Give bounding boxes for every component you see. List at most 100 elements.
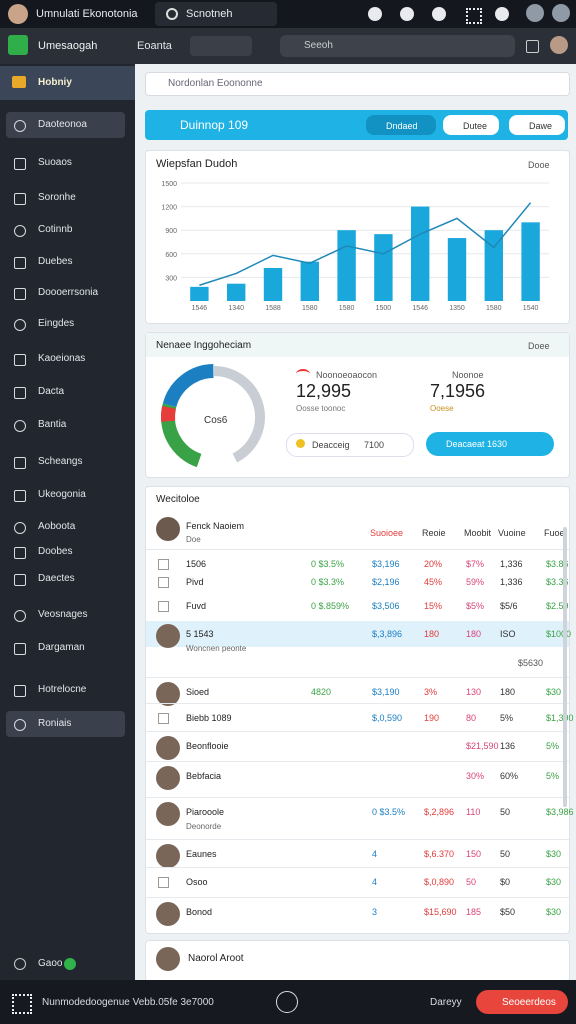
row-checkbox[interactable] (158, 713, 169, 724)
column-header[interactable]: Fuoe (544, 528, 565, 538)
nav-icon (14, 257, 26, 269)
action-button[interactable] (426, 432, 554, 456)
nav-item[interactable]: Doooerrsonia (38, 287, 99, 298)
row-cell: 150 (466, 849, 482, 859)
windows-icon[interactable] (12, 994, 32, 1014)
nav-item[interactable]: Roniais (38, 718, 72, 729)
toolbar-avatar[interactable] (550, 36, 568, 54)
column-header[interactable]: Suoioee (370, 528, 404, 538)
row-divider (146, 897, 569, 898)
dropdown[interactable] (190, 36, 252, 56)
banner-button-label[interactable]: Dawe (529, 121, 553, 131)
row-cell: $,3,896 (372, 629, 403, 639)
nav-item[interactable]: Kaoeionas (38, 353, 86, 364)
pill-value[interactable]: 7100 (364, 440, 385, 450)
bottom-button-label[interactable]: Seoeerdeos (502, 997, 556, 1008)
column-header[interactable]: Reoie (422, 528, 446, 538)
action-button-label[interactable]: Deacaeat 1630 (446, 439, 508, 449)
power-icon[interactable] (276, 991, 298, 1013)
row-name[interactable]: Beonflooie (186, 741, 229, 751)
nav-icon (14, 490, 26, 502)
row-name[interactable]: Sioed (186, 687, 210, 697)
nav-item[interactable]: Dargaman (38, 642, 85, 653)
avatar[interactable] (8, 4, 28, 24)
nav-item[interactable]: Duebes (38, 256, 73, 267)
row-highlight (146, 621, 569, 647)
user-avatar[interactable] (526, 4, 544, 22)
nav-icon (14, 574, 26, 586)
chart-dropdown[interactable]: Dooe (528, 160, 550, 170)
nav-item[interactable]: Soronhe (38, 192, 76, 203)
row-name[interactable]: Pivd (186, 577, 204, 587)
banner-button[interactable] (443, 115, 499, 135)
row-cell: $5/6 (500, 601, 518, 611)
nav-item[interactable]: Eingdes (38, 318, 75, 329)
row-name[interactable]: Eaunes (186, 849, 217, 859)
gauge-card: Nenaee Inggoheciam Doee Cos6 Noonoeoaocon 12… (145, 332, 570, 478)
nav-item[interactable]: Aoboota (38, 521, 76, 532)
nav-item[interactable]: Ukeogonia (38, 489, 86, 500)
nav-item[interactable]: Cotinnb (38, 224, 73, 235)
row-name[interactable]: Osoo (186, 877, 208, 887)
row-cell: 60% (500, 771, 519, 781)
nav-item[interactable]: Veosnages (38, 609, 88, 620)
grid-icon[interactable] (466, 8, 482, 24)
nav-item[interactable]: Daectes (38, 573, 75, 584)
top-icon[interactable] (495, 7, 509, 21)
row-name[interactable]: Fuvd (186, 601, 207, 611)
pill-label[interactable]: Deacceig (312, 440, 350, 450)
row-name[interactable]: Bonod (186, 907, 213, 917)
row-cell: $3.86 (546, 559, 569, 569)
bottom-info: Nunmodedoogenue Vebb.05fe 3e7000 (42, 997, 214, 1008)
row-checkbox[interactable] (158, 601, 169, 612)
row-name[interactable]: Bebfacia (186, 771, 222, 781)
header-avatar (156, 517, 180, 541)
row-cell: $3,986 (546, 807, 574, 817)
row-name[interactable]: Piarooole (186, 807, 225, 817)
nav-item[interactable]: Hotrelocne (38, 684, 87, 695)
bar (227, 283, 246, 301)
tab[interactable]: Eoanta (137, 40, 172, 52)
nav-item[interactable]: Dacta (38, 386, 65, 397)
top-icon[interactable] (432, 7, 446, 21)
toolbar-search[interactable] (280, 35, 515, 57)
column-header[interactable]: Moobit (464, 528, 492, 538)
search-bar[interactable] (145, 72, 570, 96)
row-name[interactable]: 1506 (186, 559, 207, 569)
nav-item[interactable]: Bantia (38, 419, 67, 430)
row-name[interactable]: 5 1543 (186, 629, 214, 639)
last-card: Naorol Aroot (145, 940, 570, 982)
banner-button[interactable] (366, 115, 436, 135)
column-header[interactable]: Vuoine (498, 528, 526, 538)
banner-button-label[interactable]: Dndaed (386, 121, 418, 131)
nav-item[interactable]: Daoteonoa (38, 119, 87, 130)
gauge-dropdown[interactable]: Doee (528, 341, 550, 351)
toolbar-icon[interactable] (526, 40, 539, 53)
nav-item[interactable]: Doobes (38, 546, 73, 557)
sidebar-footer[interactable]: Gaoo (38, 958, 63, 969)
row-checkbox[interactable] (158, 559, 169, 570)
search-bar-text: Nordonlan Eoononne (168, 78, 263, 89)
bottom-button[interactable] (476, 990, 568, 1014)
banner-button[interactable] (509, 115, 565, 135)
nav-item[interactable]: Suoaos (38, 157, 72, 168)
row-cell: $1,390 (546, 713, 574, 723)
row-cell: $3,190 (372, 687, 400, 697)
row-cell: 136 (500, 741, 516, 751)
row-checkbox[interactable] (158, 577, 169, 588)
row-cell: $,0,890 (424, 877, 455, 887)
pill[interactable] (286, 433, 414, 457)
row-checkbox[interactable] (158, 877, 169, 888)
y-tick-label: 300 (165, 275, 177, 282)
banner-title: Duinnop 109 (180, 118, 249, 132)
stat2-sub: Ooese (430, 404, 454, 413)
top-icon[interactable] (400, 7, 414, 21)
banner-button-label[interactable]: Dutee (463, 121, 488, 131)
user-avatar[interactable] (552, 4, 570, 22)
row-cell: 0 $3.3% (311, 577, 345, 587)
nav-item[interactable]: Scheangs (38, 456, 83, 467)
top-icon[interactable] (368, 7, 382, 21)
row-name[interactable]: Biebb 1089 (186, 713, 232, 723)
gauge-arc (162, 364, 214, 408)
row-cell: 3% (424, 687, 438, 697)
